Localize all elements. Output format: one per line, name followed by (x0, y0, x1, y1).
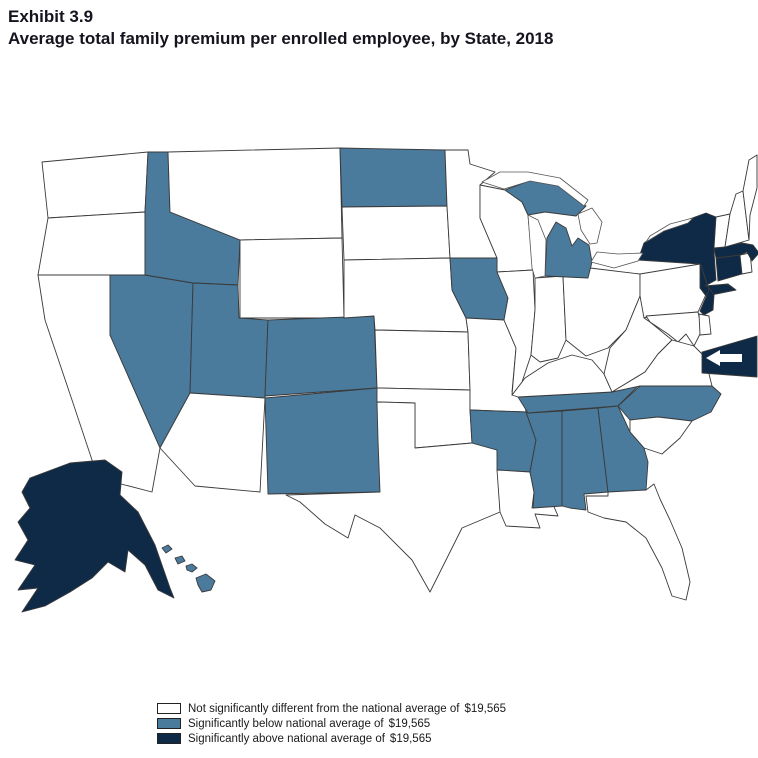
state-AK (14, 459, 175, 613)
legend-label-above: Significantly above national average of (188, 732, 385, 745)
exhibit-header: Exhibit 3.9 Average total family premium… (8, 6, 553, 50)
lake-michigan (527, 214, 547, 279)
state-CO (264, 315, 378, 397)
legend: Not significantly different from the nat… (157, 701, 506, 746)
legend-label-below: Significantly below national average of (188, 717, 384, 730)
state-MI-lower-peninsula (544, 221, 593, 279)
state-NC (617, 385, 722, 422)
lake-superior (481, 171, 589, 207)
legend-swatch-below (157, 718, 181, 729)
legend-amount-below: $19,565 (388, 717, 431, 730)
state-NJ (699, 264, 715, 316)
dc-callout (701, 335, 758, 378)
state-WY (239, 237, 345, 319)
lake-erie (590, 251, 644, 269)
state-MA (713, 242, 758, 262)
state-NM (264, 387, 381, 495)
state-ME (742, 154, 758, 241)
legend-swatch-above (157, 733, 181, 744)
lake-huron (577, 207, 603, 245)
state-HI-maui (185, 563, 198, 573)
state-AZ (159, 392, 266, 493)
legend-amount-not-different: $19,565 (464, 702, 507, 715)
state-WA (41, 151, 149, 219)
state-FL (585, 483, 691, 601)
state-HI-big-island (195, 573, 216, 593)
state-RI (739, 252, 753, 275)
state-HI-kauai (161, 544, 173, 554)
state-SD (341, 205, 451, 261)
state-PA (639, 263, 709, 319)
state-DE (698, 313, 712, 336)
state-OR (37, 211, 146, 276)
exhibit-number: Exhibit 3.9 (8, 7, 94, 26)
state-HI-oahu (174, 555, 186, 565)
dc-arrow-icon (706, 350, 742, 366)
legend-label-not-different: Not significantly different from the nat… (188, 702, 460, 715)
legend-amount-above: $19,565 (389, 732, 432, 745)
state-KS (374, 329, 471, 391)
lakes-group (481, 171, 694, 279)
state-IN (530, 275, 567, 363)
states-group (14, 147, 758, 613)
legend-row-above: Significantly above national average of … (157, 731, 506, 746)
legend-swatch-not-different (157, 703, 181, 714)
state-IL (496, 269, 536, 396)
state-KY (511, 354, 613, 398)
state-CT (715, 254, 743, 282)
state-ND (339, 147, 448, 208)
exhibit-title: Average total family premium per enrolle… (8, 29, 554, 48)
lake-ontario (645, 217, 694, 243)
legend-row-not-different: Not significantly different from the nat… (157, 701, 506, 716)
legend-row-below: Significantly below national average of … (157, 716, 506, 731)
